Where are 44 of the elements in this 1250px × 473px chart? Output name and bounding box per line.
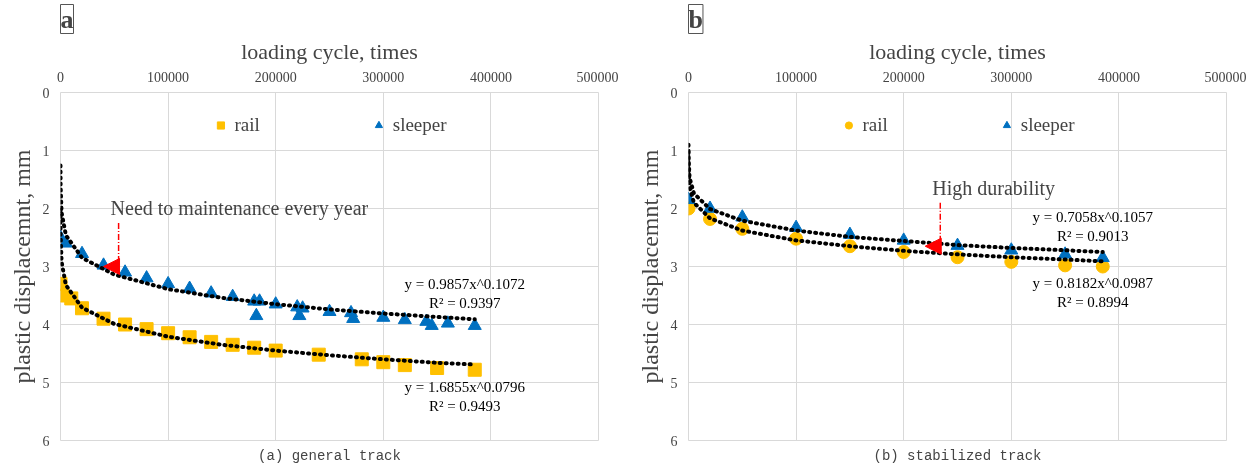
x-tick-label: 200000: [254, 69, 297, 85]
chart-title: a: [60, 4, 74, 34]
x-tick-label: 500000: [576, 69, 619, 85]
y-tick-label: 4: [42, 317, 50, 333]
series-label: y = 0.7058x^0.1057 R² = 0.9013: [1032, 208, 1154, 244]
y-axis-title: plastic displacemnt, mm: [8, 149, 35, 384]
y-tick-label: 0: [670, 85, 678, 101]
x-axis-title: loading cycle, times: [241, 38, 418, 64]
y-tick-label: 4: [670, 317, 678, 333]
text: (b) stabilized track: [873, 447, 1042, 464]
x-tick-label: 100000: [775, 69, 818, 85]
y-tick-label: 1: [42, 143, 50, 159]
y-tick-label: 5: [670, 375, 678, 391]
y-axis-title: plastic displacemnt, mm: [636, 149, 663, 384]
x-tick-label: 500000: [1204, 69, 1247, 85]
annotation: Need to maintenance every year: [110, 197, 369, 220]
annotation: High durability: [932, 176, 1056, 200]
chart-title: b: [688, 4, 703, 34]
y-tick-label: 1: [670, 143, 678, 159]
y-tick-label: 3: [42, 259, 50, 275]
y-tick-label: 2: [670, 201, 678, 217]
x-tick-label: 300000: [990, 69, 1033, 85]
y-tick-label: 6: [42, 433, 50, 449]
text: (a) general track: [258, 447, 401, 464]
y-tick-label: 5: [42, 375, 50, 391]
x-tick-label: 400000: [469, 69, 512, 85]
series-label: y = 1.6855x^0.0796 R² = 0.9493: [404, 378, 526, 414]
x-tick-label: 0: [685, 69, 692, 85]
y-tick-label: 3: [670, 259, 678, 275]
y-tick-label: 6: [670, 433, 678, 449]
legend-label: rail: [862, 114, 888, 136]
x-tick-label: 200000: [882, 69, 925, 85]
y-tick-label: 2: [42, 201, 50, 217]
x-axis-title: loading cycle, times: [869, 38, 1046, 64]
x-tick-label: 100000: [147, 69, 190, 85]
legend-label: sleeper: [392, 114, 447, 136]
legend-label: rail: [234, 114, 260, 136]
x-tick-label: 300000: [362, 69, 405, 85]
series-label: y = 0.8182x^0.0987 R² = 0.8994: [1032, 275, 1154, 311]
x-tick-label: 0: [57, 69, 64, 85]
x-tick-label: 400000: [1097, 69, 1140, 85]
series-label: y = 0.9857x^0.1072 R² = 0.9397: [404, 276, 526, 312]
y-tick-label: 0: [42, 85, 50, 101]
legend-label: sleeper: [1020, 114, 1075, 136]
